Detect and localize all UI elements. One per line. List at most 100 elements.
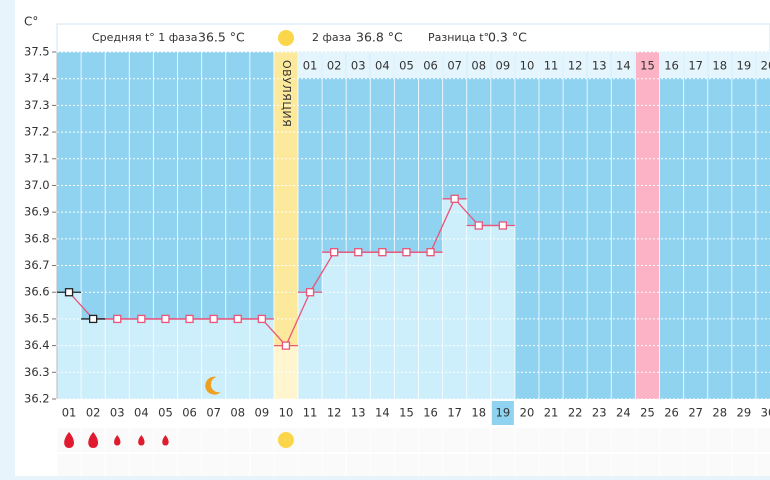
phase-day-cell (467, 52, 491, 78)
bar (81, 318, 106, 399)
icon-cell (467, 454, 491, 478)
marker (113, 314, 122, 324)
period-drop (114, 435, 121, 446)
phase-day-cell (684, 52, 708, 78)
icon-cell (226, 454, 250, 478)
icon-cell (346, 454, 370, 478)
icon-cell (732, 454, 756, 478)
bar (177, 318, 202, 399)
y-tick-label: 36.7 (24, 258, 50, 272)
icon-cell (105, 454, 129, 478)
ovulation-icon (278, 30, 294, 46)
icon-cell (708, 454, 732, 478)
icon-cell (81, 454, 105, 478)
period-drop (138, 435, 145, 446)
marker (378, 248, 387, 257)
icon-cell (394, 428, 418, 452)
icon-cell (684, 428, 708, 452)
icon-cell (635, 454, 659, 478)
marker (209, 314, 218, 324)
period-drop (64, 432, 74, 448)
marker (89, 314, 98, 324)
phase-day-label: 20 (761, 59, 770, 73)
y-tick-label: 37.3 (24, 98, 50, 112)
phase-day-cell (322, 52, 346, 78)
icon-cell (419, 428, 443, 452)
y-tick-label: 36.9 (24, 205, 50, 219)
icon-cell (298, 454, 322, 478)
phase-day-cell (539, 52, 563, 78)
phase-day-label: 09 (496, 59, 511, 73)
phase-day-label: 02 (327, 59, 342, 73)
icon-cell (611, 454, 635, 478)
icon-cell (153, 454, 177, 478)
bar (225, 318, 250, 399)
phase-day-cell (370, 52, 394, 78)
bar (105, 318, 130, 399)
y-tick-label: 37.0 (24, 178, 50, 192)
marker (354, 248, 363, 257)
x-tick-label: 16 (423, 406, 438, 420)
phase-day-label: 03 (351, 59, 366, 73)
icon-cell (298, 428, 322, 452)
phase-day-cell (732, 52, 756, 78)
marker (257, 314, 267, 324)
marker (233, 314, 242, 324)
x-tick-label: 06 (182, 406, 197, 420)
x-tick-label: 03 (110, 406, 125, 420)
icon-cell (370, 428, 394, 452)
marker (305, 288, 315, 297)
period-drop (88, 432, 99, 448)
marker (161, 314, 170, 324)
bar (346, 252, 371, 399)
bar (153, 318, 178, 399)
phase-day-cell (660, 52, 684, 78)
icon-cell (515, 428, 539, 452)
icon-cell (322, 454, 346, 478)
x-tick-label: 30 (761, 406, 770, 420)
icon-cell (515, 454, 539, 478)
x-tick-label: 28 (712, 406, 727, 420)
x-tick-label: 02 (86, 406, 101, 420)
bar (129, 318, 154, 399)
phase-day-label: 11 (544, 59, 559, 73)
phase-day-cell (708, 52, 732, 78)
x-tick-label: 09 (255, 406, 270, 420)
icon-cell (250, 428, 274, 452)
icon-cell (684, 454, 708, 478)
bar (418, 252, 443, 399)
highlight-column (635, 52, 660, 399)
icon-cell (539, 454, 563, 478)
x-tick-label: 19 (496, 406, 511, 420)
icon-cell (419, 454, 443, 478)
phase-day-cell (298, 52, 322, 78)
x-tick-label: 12 (327, 406, 342, 420)
icon-cell (587, 428, 611, 452)
icon-cell (756, 454, 770, 478)
bar (201, 318, 226, 399)
x-tick-label: 14 (375, 406, 390, 420)
bar (249, 318, 274, 399)
phase-day-cell (563, 52, 587, 78)
x-tick-label: 11 (303, 406, 318, 420)
ovulation-dot (277, 432, 294, 448)
phase-day-label: 15 (640, 59, 655, 73)
icon-cell (491, 454, 515, 478)
selected-day (491, 401, 514, 425)
ovulation-label: ОВУЛЯЦИЯ (280, 60, 293, 127)
icon-cell (202, 454, 226, 478)
icon-cell (563, 428, 587, 452)
phase-day-label: 04 (375, 59, 390, 73)
phase-day-cell (515, 52, 539, 78)
icon-cell (708, 428, 732, 452)
x-tick-label: 08 (230, 406, 245, 420)
icon-cell (443, 428, 467, 452)
phase-day-label: 08 (471, 59, 486, 73)
y-tick-label: 36.3 (24, 365, 50, 379)
x-tick-label: 04 (134, 406, 149, 420)
y-tick-label: 37.2 (24, 125, 50, 139)
phase-day-label: 18 (712, 59, 727, 73)
marker (402, 248, 411, 257)
phase-day-label: 01 (303, 59, 318, 73)
icon-cell (756, 428, 770, 452)
